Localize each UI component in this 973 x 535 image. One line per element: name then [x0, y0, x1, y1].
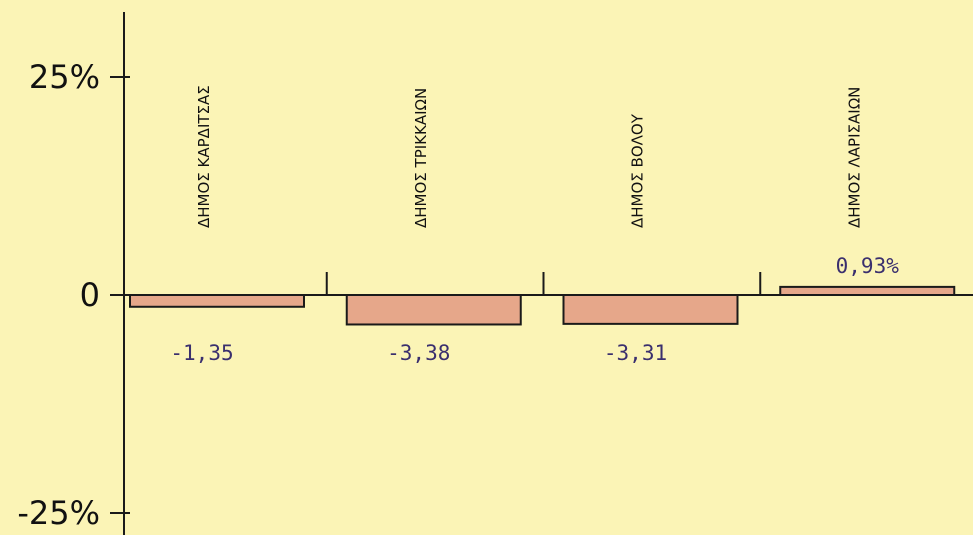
bar — [129, 294, 305, 308]
bar — [562, 294, 739, 325]
y-tick-label: -25% — [17, 494, 100, 532]
data-label: 0,93% — [836, 254, 900, 278]
bar — [345, 294, 522, 326]
data-label: -3,31 — [604, 341, 667, 365]
y-tick-label: 25% — [29, 58, 100, 96]
y-tick-label: 0 — [80, 276, 100, 314]
category-label: ΔΗΜΟΣ ΒΟΛΟΥ — [629, 113, 647, 228]
bar — [779, 285, 956, 297]
category-label: ΔΗΜΟΣ ΚΑΡΔΙΤΣΑΣ — [195, 85, 213, 228]
data-label: -3,38 — [387, 341, 450, 365]
data-label: -1,35 — [170, 341, 233, 365]
category-label: ΔΗΜΟΣ ΛΑΡΙΣΑΙΩΝ — [845, 87, 863, 228]
category-label: ΔΗΜΟΣ ΤΡΙΚΚΑΙΩΝ — [412, 88, 430, 228]
